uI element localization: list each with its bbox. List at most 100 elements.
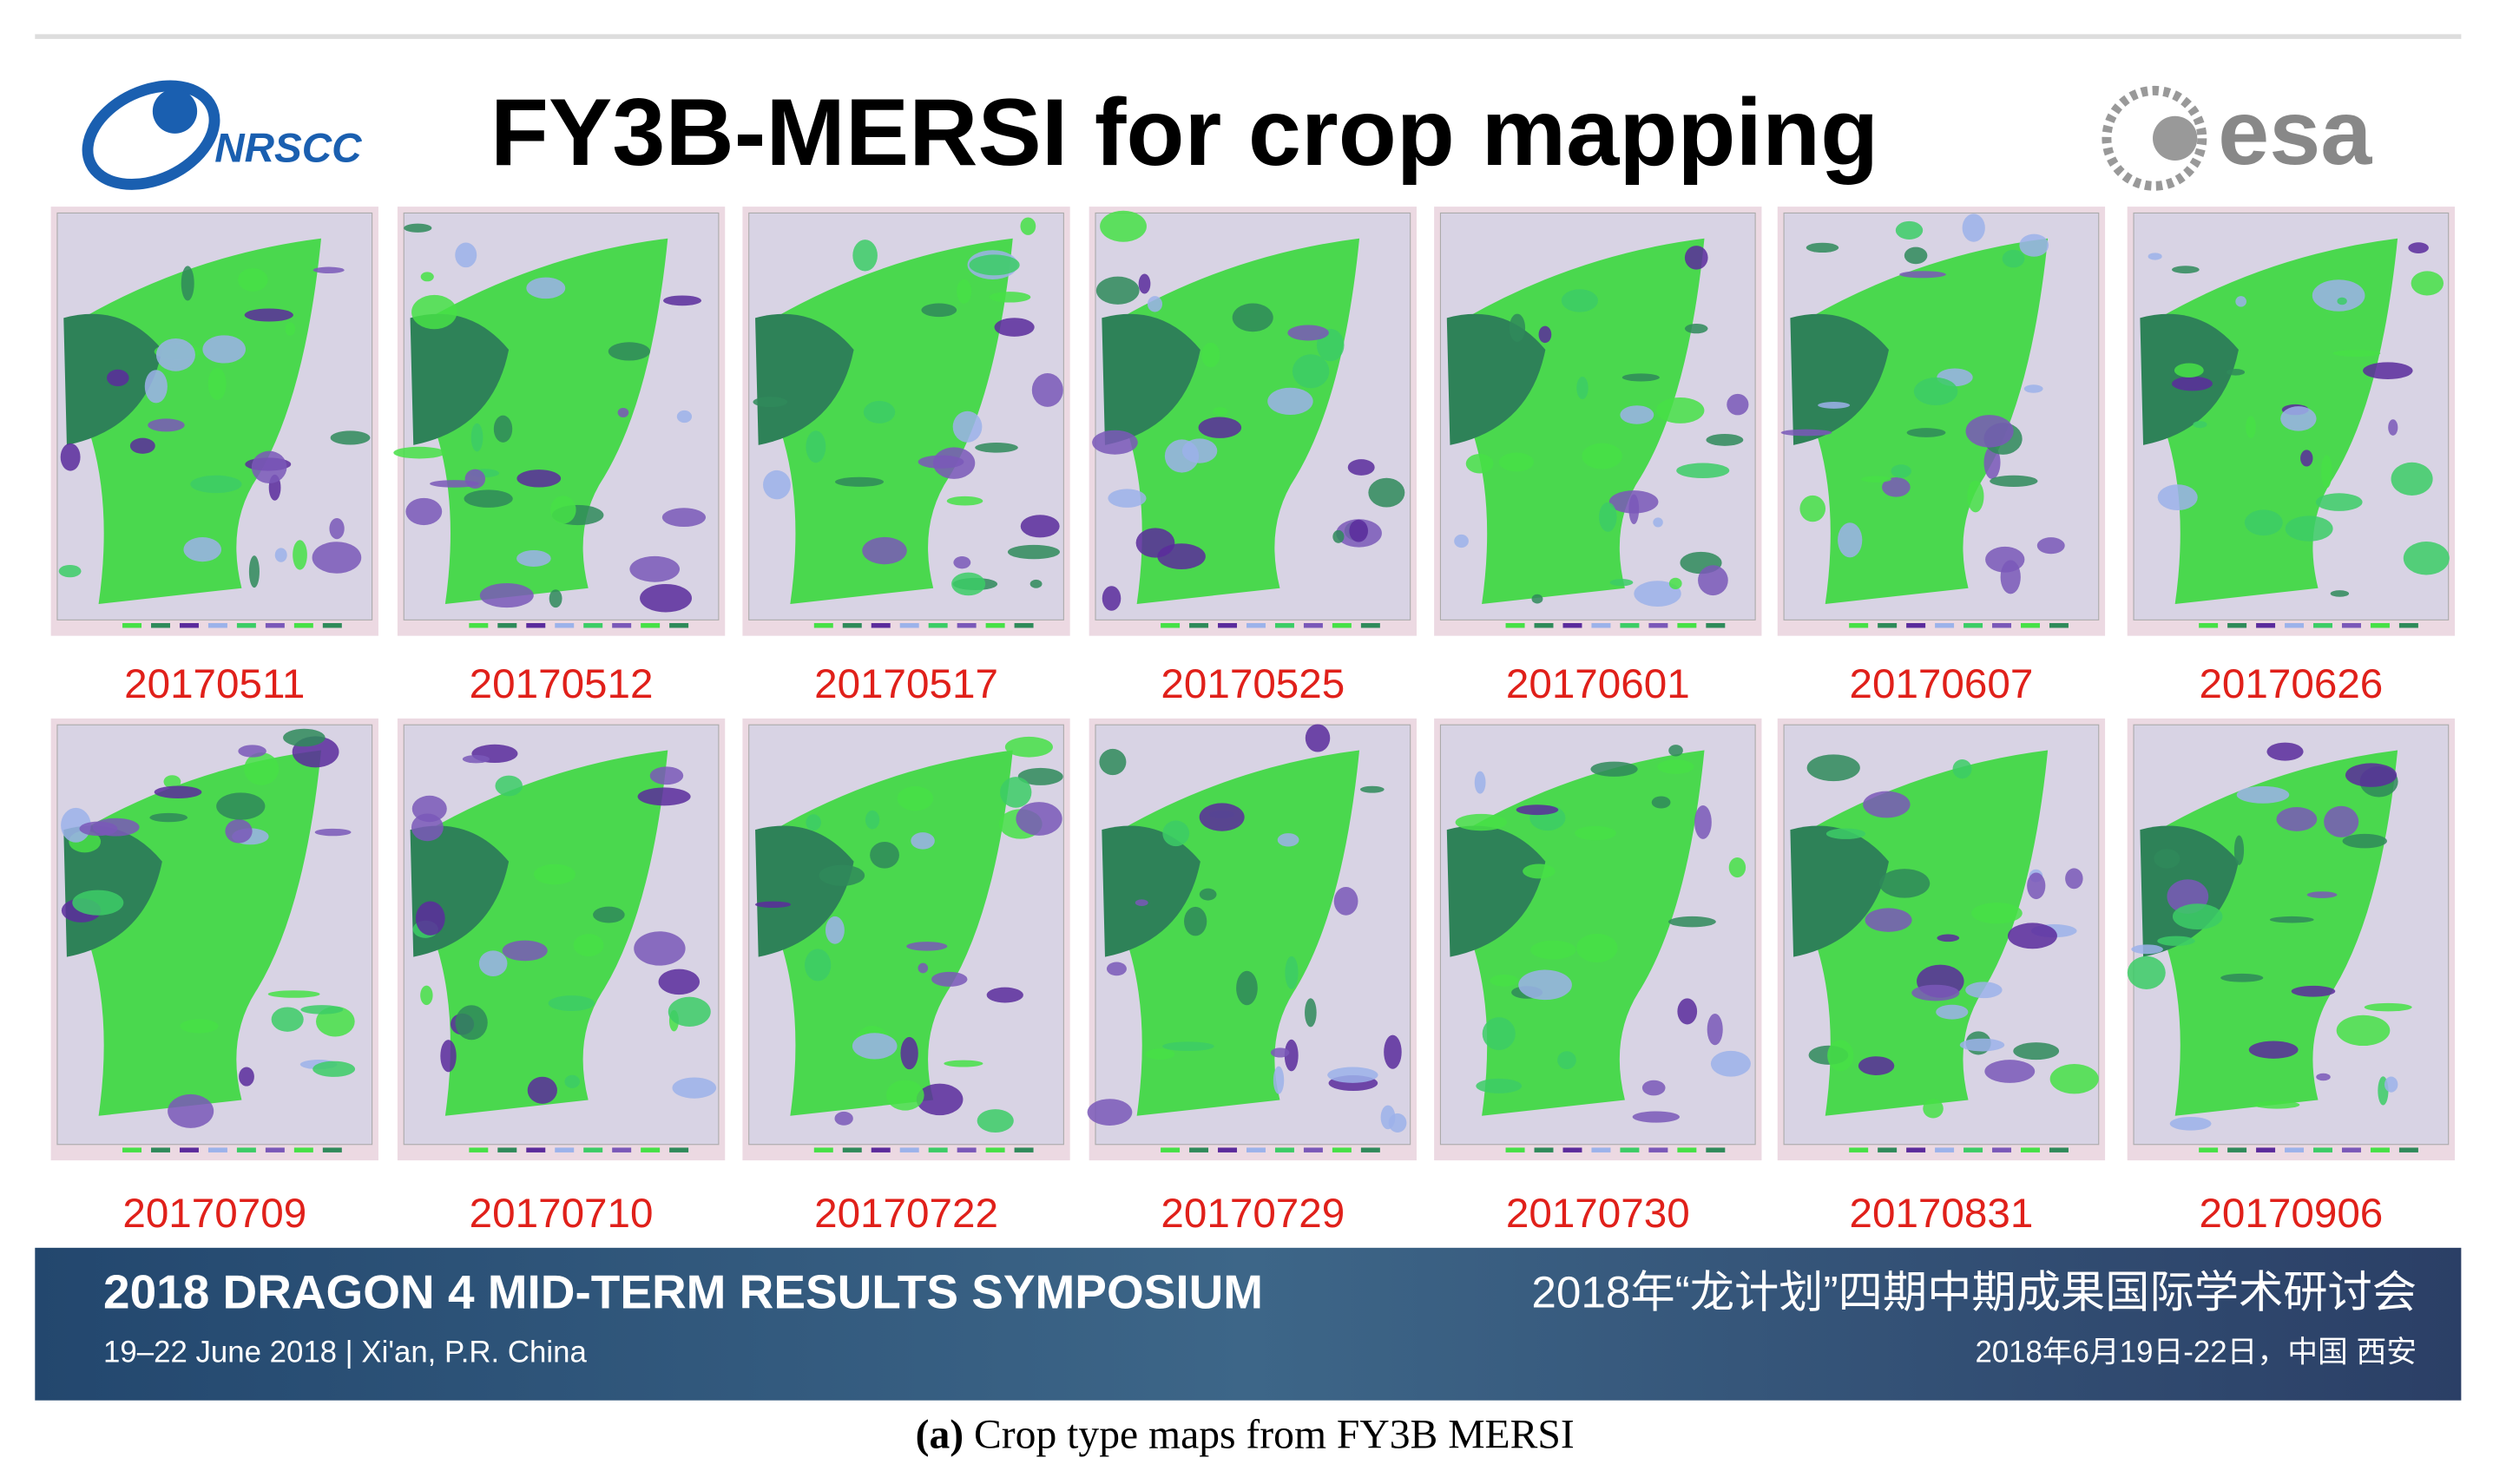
crop-patch bbox=[1530, 940, 1576, 960]
map-panel: 20170831 bbox=[1777, 718, 2106, 1237]
legend-swatch bbox=[122, 1147, 142, 1152]
legend-swatch bbox=[1677, 1147, 1697, 1152]
crop-patch bbox=[1891, 464, 1911, 478]
panel-date: 20170730 bbox=[1506, 1191, 1690, 1237]
crop-patch bbox=[155, 338, 195, 371]
crop-patch bbox=[617, 407, 629, 417]
legend-swatch bbox=[1620, 1147, 1640, 1152]
crop-patch bbox=[1799, 495, 1826, 522]
legend-swatch bbox=[497, 1147, 517, 1152]
crop-patch bbox=[2065, 868, 2083, 890]
legend-swatch bbox=[1218, 1147, 1238, 1152]
crop-patch bbox=[1106, 962, 1127, 976]
crop-patch bbox=[2233, 835, 2245, 865]
crop-patch bbox=[1865, 908, 1912, 932]
crop-patch bbox=[2220, 973, 2264, 982]
legend-swatch bbox=[1189, 1147, 1209, 1152]
legend-swatch bbox=[669, 1147, 689, 1152]
crop-patch bbox=[2285, 515, 2333, 542]
crop-patch bbox=[154, 785, 202, 798]
crop-patch bbox=[1806, 754, 1860, 782]
crop-patch bbox=[1332, 529, 1345, 543]
crop-region bbox=[2159, 750, 2398, 1116]
crop-region bbox=[1446, 825, 1546, 957]
crop-region bbox=[1809, 238, 2049, 605]
crop-region bbox=[1790, 313, 1889, 445]
crop-patch bbox=[1827, 1040, 1854, 1072]
crop-patch bbox=[1236, 970, 1258, 1006]
legend-swatch bbox=[2049, 1147, 2069, 1152]
crop-patch bbox=[92, 818, 140, 837]
crop-patch bbox=[944, 1060, 983, 1067]
legend-swatch bbox=[1161, 1147, 1181, 1152]
crop-patch bbox=[1360, 785, 1385, 793]
crop-patch bbox=[2246, 416, 2256, 439]
legend-swatch bbox=[871, 622, 891, 628]
crop-patch bbox=[1878, 869, 1931, 898]
crop-patch bbox=[1135, 528, 1175, 558]
crop-patch bbox=[1531, 594, 1543, 604]
crop-region bbox=[774, 750, 1013, 1116]
legend-swatch bbox=[1534, 1147, 1554, 1152]
crop-patch bbox=[1628, 494, 1640, 525]
crop-patch bbox=[2321, 455, 2332, 489]
nrscc-logo: NRSCC bbox=[82, 80, 362, 190]
crop-patch bbox=[420, 985, 433, 1006]
crop-patch bbox=[957, 279, 972, 304]
crop-patch bbox=[2127, 955, 2166, 989]
crop-patch bbox=[2269, 916, 2314, 923]
crop-patch bbox=[1657, 759, 1694, 774]
crop-patch bbox=[1476, 1078, 1523, 1093]
crop-patch bbox=[1538, 325, 1552, 344]
panel-grid: 20170511 20170512 20170517 20170525 20170601… bbox=[50, 207, 2456, 1237]
crop-patch bbox=[2411, 271, 2444, 296]
legend-swatch bbox=[1849, 1147, 1869, 1152]
crop-patch bbox=[2019, 233, 2049, 257]
crop-patch bbox=[148, 418, 185, 432]
crop-patch bbox=[58, 564, 82, 578]
legend-swatch bbox=[1303, 622, 1323, 628]
crop-patch bbox=[2403, 542, 2450, 575]
crop-patch bbox=[1087, 1099, 1133, 1126]
crop-patch bbox=[1004, 736, 1053, 758]
crop-patch bbox=[330, 430, 371, 445]
crop-patch bbox=[1825, 828, 1866, 839]
legend-swatch bbox=[1360, 1147, 1380, 1152]
crop-patch bbox=[1965, 415, 2014, 448]
crop-patch bbox=[668, 996, 711, 1027]
legend-swatch bbox=[1014, 1147, 1034, 1152]
crop-patch bbox=[1029, 579, 1043, 588]
crop-region bbox=[2159, 238, 2398, 605]
map-panel: 20170710 bbox=[397, 718, 726, 1237]
crop-patch bbox=[2345, 763, 2398, 787]
crop-patch bbox=[1199, 888, 1217, 901]
legend-swatch bbox=[322, 1147, 342, 1152]
crop-patch bbox=[2300, 450, 2313, 467]
map-panel: 20170709 bbox=[50, 718, 378, 1237]
crop-patch bbox=[1634, 581, 1681, 607]
legend-swatch bbox=[2313, 1147, 2332, 1152]
crop-patch bbox=[1698, 565, 1728, 596]
crop-patch bbox=[411, 813, 444, 842]
crop-patch bbox=[1668, 745, 1683, 757]
crop-patch bbox=[825, 916, 845, 944]
crop-patch bbox=[1694, 805, 1712, 839]
legend-swatch bbox=[2285, 622, 2305, 628]
legend-swatch bbox=[1274, 1147, 1294, 1152]
crop-patch bbox=[564, 1074, 581, 1088]
crop-region bbox=[774, 238, 1013, 605]
legend-swatch bbox=[1878, 1147, 1898, 1152]
panel-date: 20170601 bbox=[1506, 661, 1690, 707]
crop-region bbox=[1465, 238, 1705, 605]
legend-swatch bbox=[1706, 622, 1726, 628]
crop-patch bbox=[1333, 886, 1358, 916]
crop-patch bbox=[1863, 791, 1911, 818]
legend-swatch bbox=[928, 1147, 948, 1152]
crop-patch bbox=[1651, 796, 1671, 809]
crop-patch bbox=[1100, 210, 1147, 242]
crop-patch bbox=[2171, 266, 2200, 274]
caption-label: (a) bbox=[916, 1413, 964, 1458]
crop-patch bbox=[1518, 969, 1572, 1001]
legend-swatch bbox=[526, 1147, 546, 1152]
